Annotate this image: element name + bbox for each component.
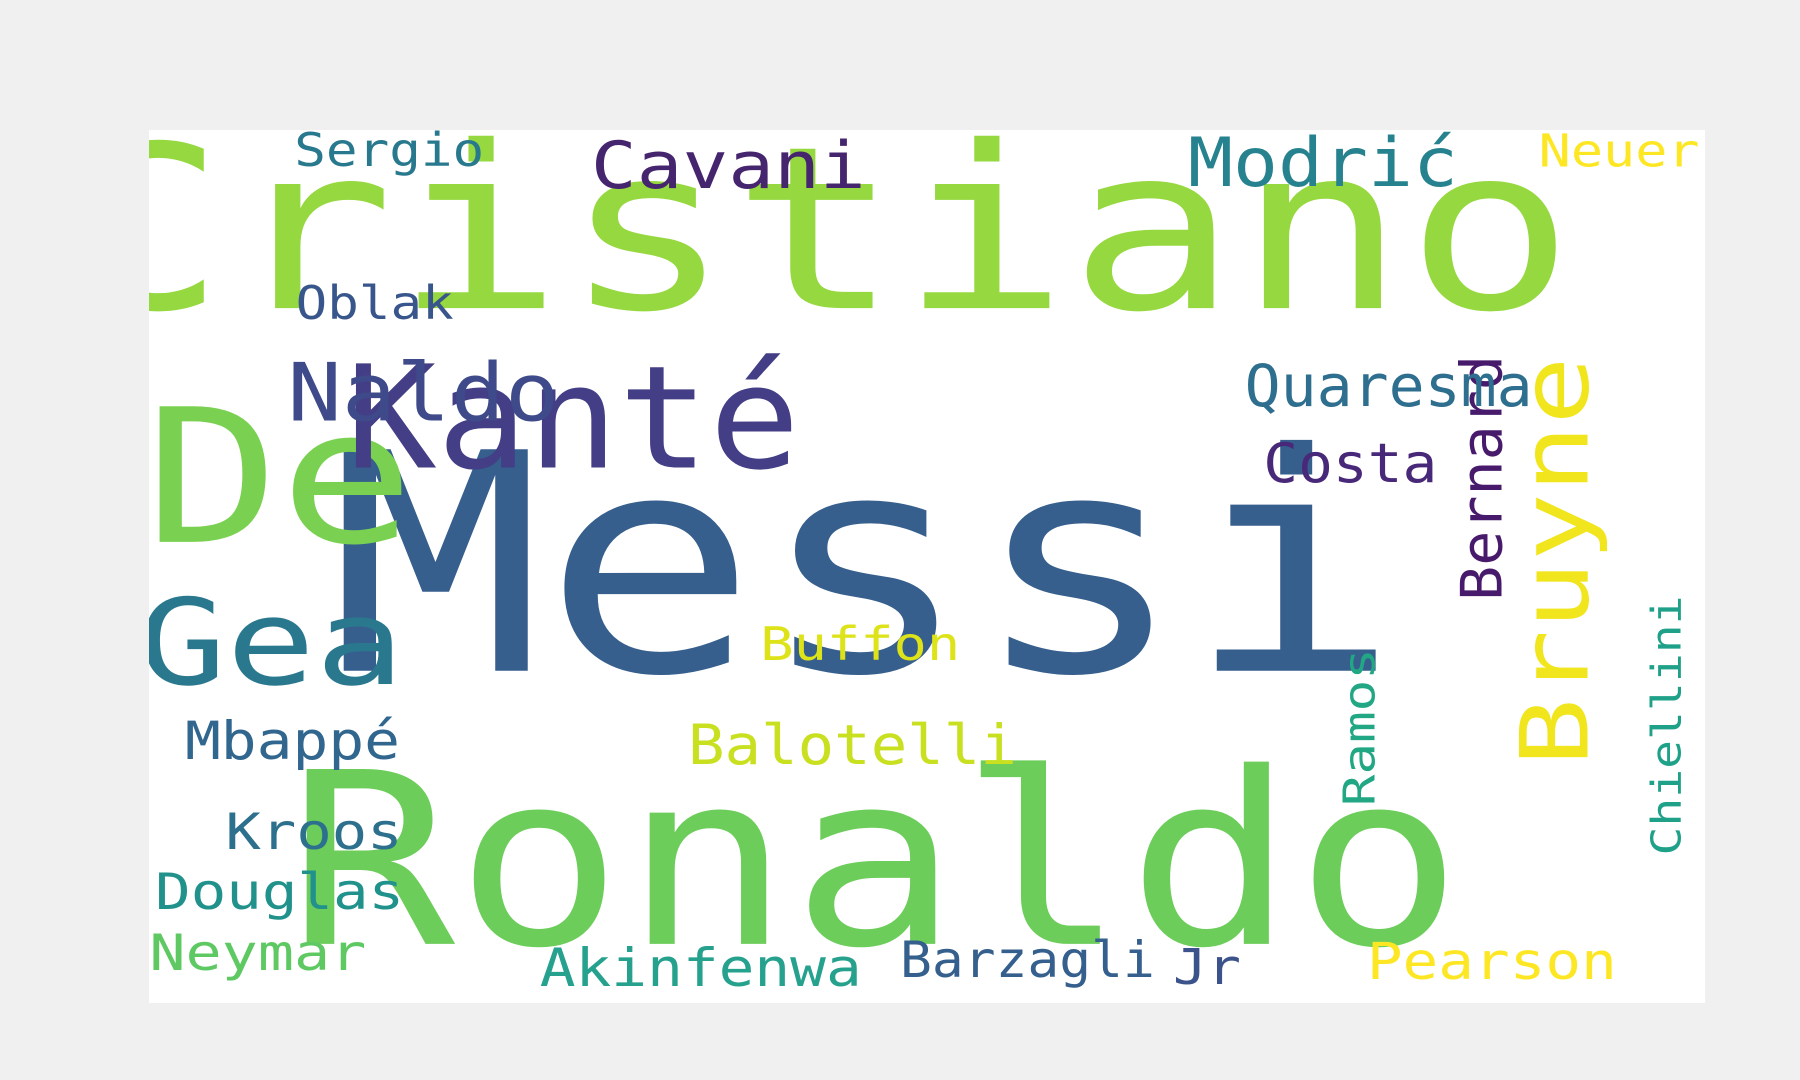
word-barzagli: Barzagli — [899, 931, 1155, 990]
word-sergio: Sergio — [294, 130, 484, 178]
word-cavani: Cavani — [590, 130, 866, 205]
word-cristiano: Cristiano — [149, 130, 1575, 363]
word-pearson: Pearson — [1366, 931, 1618, 992]
word-quaresma: Quaresma — [1244, 352, 1534, 420]
word-buffon: Buffon — [760, 618, 960, 672]
word-chiellini: Chiellini — [1643, 595, 1692, 857]
word-kroos: Kroos — [225, 803, 403, 862]
word-messi: Messi — [328, 390, 1400, 744]
word-gea: Gea — [149, 574, 405, 713]
word-ronaldo: Ronaldo — [287, 722, 1463, 1001]
word-neuer: Neuer — [1538, 130, 1700, 179]
word-mbappe: Mbappé — [184, 710, 400, 773]
word-akinfenwa: Akinfenwa — [539, 937, 863, 1000]
word-jr: Jr — [1172, 939, 1242, 997]
word-modric: Modrić — [1187, 130, 1458, 203]
word-kante: Kanté — [345, 336, 801, 502]
word-naldo: Naldo — [286, 346, 560, 440]
word-oblak: Oblak — [295, 277, 455, 331]
word-cloud: Cristiano Messi Ronaldo De Kanté Gea Bru… — [149, 130, 1705, 1003]
word-neymar: Neymar — [149, 924, 367, 983]
word-costa: Costa — [1262, 432, 1438, 496]
word-balotelli: Balotelli — [687, 712, 1017, 778]
word-douglas: Douglas — [155, 863, 405, 922]
word-ramos: Ramos — [1334, 648, 1386, 806]
word-de: De — [149, 370, 415, 587]
